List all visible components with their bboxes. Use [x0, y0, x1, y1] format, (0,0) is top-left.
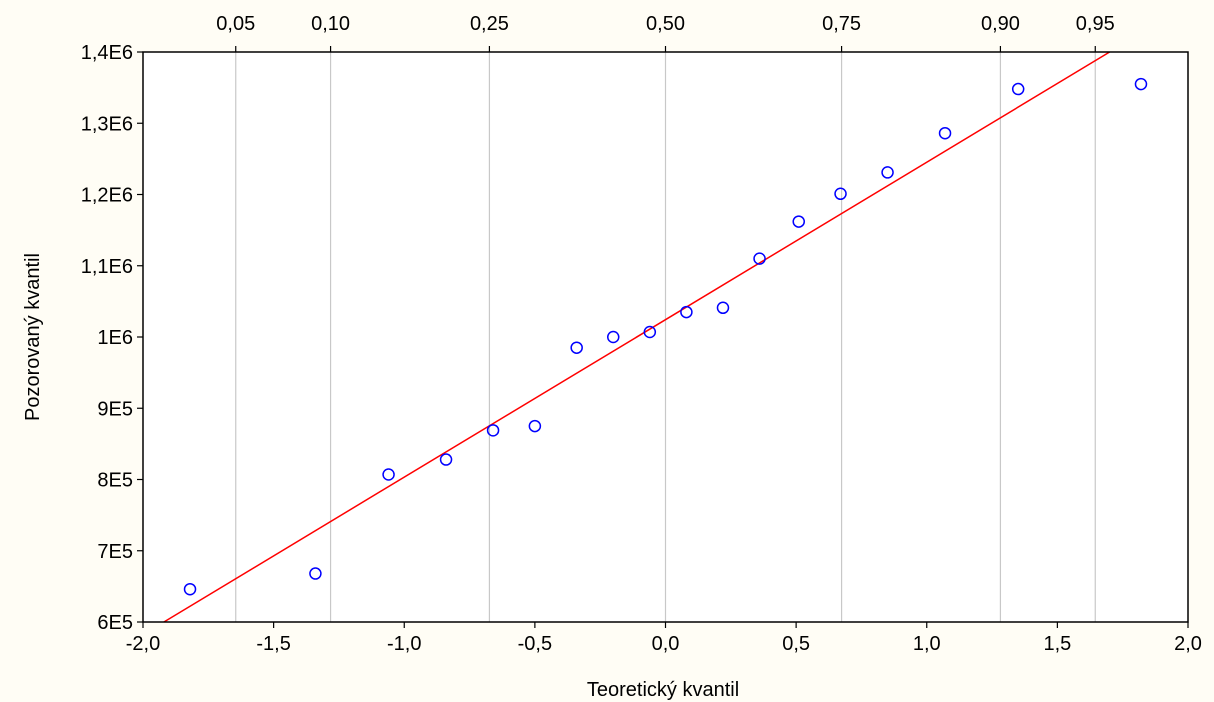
y-tick-label: 1,2E6: [81, 185, 133, 207]
data-point: [716, 301, 730, 315]
top-tick-label: 0,25: [470, 13, 509, 35]
data-point: [439, 453, 453, 466]
data-point: [183, 582, 197, 596]
data-point: [528, 419, 542, 433]
y-tick-label: 9E5: [97, 398, 133, 420]
y-tick-label: 6E5: [97, 612, 133, 634]
data-point: [607, 330, 620, 344]
x-tick-label: 2,0: [1174, 633, 1202, 655]
top-tick-label: 0,10: [311, 13, 350, 35]
data-point: [1011, 82, 1025, 96]
x-tick-label: -2,0: [126, 633, 160, 655]
reference-line-group: [163, 51, 1111, 623]
top-tick-label: 0,90: [981, 13, 1020, 35]
data-point: [643, 325, 657, 339]
data-point: [382, 468, 395, 481]
data-point: [486, 424, 500, 437]
top-tick-label: 0,75: [822, 13, 861, 35]
x-tick-label: -1,5: [256, 633, 290, 655]
data-point: [1134, 77, 1148, 91]
x-tick-label: 1,5: [1043, 633, 1071, 655]
data-point: [834, 187, 847, 201]
x-axis-title: Teoretický kvantil: [587, 679, 739, 701]
y-tick-label: 1,4E6: [81, 42, 133, 64]
data-point: [938, 126, 952, 140]
data-point: [792, 215, 805, 228]
y-tick-label: 7E5: [97, 541, 133, 563]
grid: [235, 52, 1096, 622]
data-point: [753, 252, 766, 265]
y-axis-title: Pozorovaný kvantil: [22, 253, 44, 421]
data-points: [183, 77, 1148, 596]
data-point: [570, 341, 583, 354]
y-axis: 6E5 7E5 8E5 9E5 1E6 1,1E6 1,2E6 1,3E6 1,4E6: [81, 42, 143, 634]
x-tick-label: -0,5: [518, 633, 552, 655]
x-tick-label: -1,0: [387, 633, 421, 655]
data-point: [309, 567, 322, 580]
y-tick-label: 1E6: [97, 327, 133, 349]
reference-line: [163, 51, 1111, 623]
y-tick-label: 1,3E6: [81, 113, 133, 135]
top-tick-label: 0,95: [1076, 13, 1115, 35]
y-tick-label: 1,1E6: [81, 256, 133, 278]
x-axis: -2,0 -1,5 -1,0 -0,5 0,0 0,5 1,0 1,5 2,0: [126, 622, 1202, 655]
x-tick-label: 0,0: [652, 633, 680, 655]
x-tick-label: 1,0: [913, 633, 941, 655]
top-axis: 0,05 0,10 0,25 0,50 0,75 0,90 0,95: [216, 13, 1115, 52]
data-point: [881, 166, 894, 179]
top-tick-label: 0,05: [216, 13, 255, 35]
top-tick-label: 0,50: [646, 13, 685, 35]
y-tick-label: 8E5: [97, 470, 133, 492]
x-tick-label: 0,5: [782, 633, 810, 655]
data-point: [680, 305, 693, 319]
